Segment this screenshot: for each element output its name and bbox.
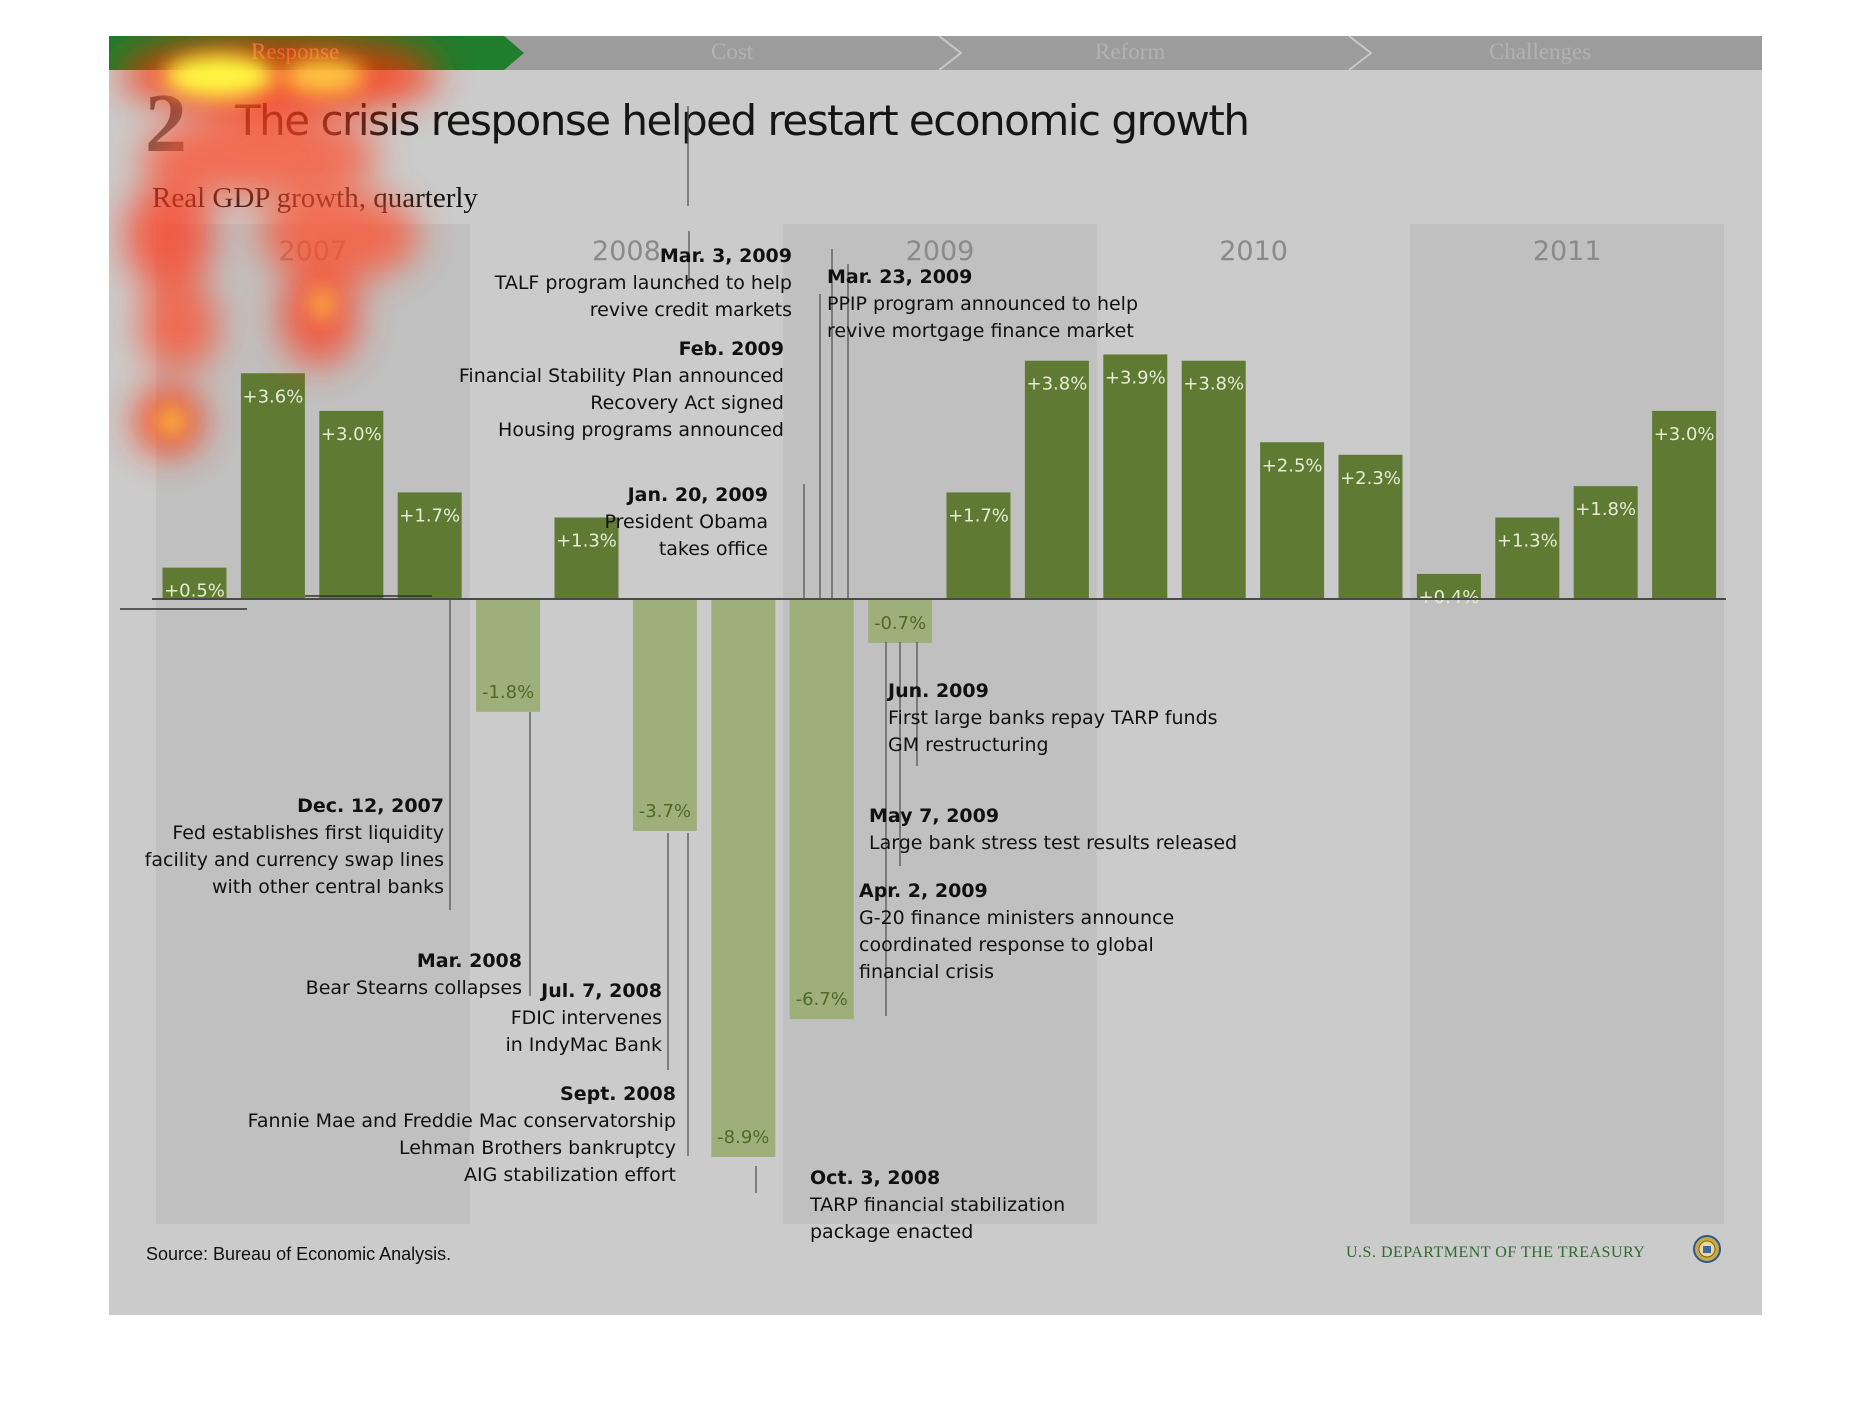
annotation-text: President Obama <box>605 511 768 533</box>
annotation-date: Sept. 2008 <box>560 1083 676 1105</box>
bar-value-label: -6.7% <box>796 989 848 1010</box>
bar <box>1652 410 1717 599</box>
annotation-date: Jul. 7, 2008 <box>539 980 662 1002</box>
bar <box>711 599 776 1158</box>
annotation-text: PPIP program announced to help <box>827 293 1138 315</box>
annotation-text: in IndyMac Bank <box>505 1034 662 1056</box>
bar <box>476 599 541 712</box>
annotation-text: Lehman Brothers bankruptcy <box>399 1137 676 1159</box>
bar <box>1338 454 1403 599</box>
slide-panel: Response Cost Reform Challenges 2 The cr… <box>109 36 1762 1315</box>
year-label: 2007 <box>278 236 347 267</box>
bar <box>1103 354 1168 599</box>
annotation-date: Mar. 23, 2009 <box>827 266 972 288</box>
annotation-text: GM restructuring <box>888 734 1049 756</box>
bar <box>1181 360 1246 599</box>
bar <box>632 599 697 831</box>
annotation-text: FDIC intervenes <box>511 1007 662 1029</box>
bar-value-label: +3.8% <box>1026 374 1087 395</box>
bar-value-label: +3.0% <box>1654 424 1715 445</box>
nav-divider <box>1348 36 1373 70</box>
nav-tab-reform[interactable]: Reform <box>1095 39 1166 64</box>
bar <box>240 373 305 599</box>
annotation-text: TALF program launched to help <box>494 272 792 294</box>
nav-divider <box>938 36 963 70</box>
annotation-text: TARP financial stabilization <box>809 1194 1065 1216</box>
bar <box>554 517 619 599</box>
annotation-text: takes office <box>659 538 768 560</box>
annotation-text: Financial Stability Plan announced <box>459 365 784 387</box>
bar-value-label: -8.9% <box>717 1127 769 1148</box>
annotation-date: Jan. 20, 2009 <box>626 484 768 506</box>
bar-value-label: -0.7% <box>874 613 926 634</box>
annotation-text: Fannie Mae and Freddie Mac conservatorsh… <box>248 1110 676 1132</box>
annotation-text: revive mortgage finance market <box>827 320 1134 342</box>
bar <box>868 599 933 643</box>
annotation-date: Feb. 2009 <box>679 338 784 360</box>
year-label: 2008 <box>592 236 661 267</box>
nav-tab-challenges[interactable]: Challenges <box>1489 39 1592 64</box>
bar <box>1495 517 1560 599</box>
bar <box>397 492 462 599</box>
bar <box>1573 486 1638 599</box>
bar-value-label: +0.5% <box>164 581 225 602</box>
bar-value-label: +1.7% <box>399 505 460 526</box>
annotation-text: Bear Stearns collapses <box>306 977 522 999</box>
bar <box>789 599 854 1020</box>
year-label: 2010 <box>1219 236 1288 267</box>
bar <box>946 492 1011 599</box>
annotation-text: coordinated response to global <box>859 934 1154 956</box>
annotation-text: AIG stabilization effort <box>464 1164 676 1186</box>
annotation-date: May 7, 2009 <box>869 805 999 827</box>
annotation-text: Recovery Act signed <box>590 392 784 414</box>
annotation-date: Jun. 2009 <box>886 680 989 702</box>
bar <box>162 567 227 599</box>
bar-value-label: -1.8% <box>482 682 534 703</box>
source-note: Source: Bureau of Economic Analysis. <box>146 1244 452 1264</box>
year-label: 2011 <box>1533 236 1602 267</box>
gdp-chart: 2007 2008 2009 2010 2011 +0.5% +3.6% +3.0% +1.7%… <box>120 106 1726 1243</box>
bar <box>1260 442 1325 599</box>
annotation-text: financial crisis <box>859 961 994 983</box>
bar-value-label: +3.6% <box>242 386 303 407</box>
annotation-text: with other central banks <box>212 876 444 898</box>
annotation-text: Large bank stress test results released <box>869 832 1237 854</box>
annotation-text: package enacted <box>810 1221 973 1243</box>
annotation-date: Oct. 3, 2008 <box>810 1167 940 1189</box>
annotation-text: Housing programs announced <box>498 419 784 441</box>
bar-value-label: +3.9% <box>1105 367 1166 388</box>
bar-value-label: +1.3% <box>556 530 617 551</box>
annotation-text: facility and currency swap lines <box>145 849 444 871</box>
annotation-date: Mar. 2008 <box>417 950 522 972</box>
year-band <box>156 224 470 1224</box>
annotation-date: Dec. 12, 2007 <box>297 795 444 817</box>
annotation-text: Fed establishes first liquidity <box>172 822 444 844</box>
bar-value-label: +2.3% <box>1340 468 1401 489</box>
annotation-text: G-20 finance ministers announce <box>859 907 1174 929</box>
bar-value-label: -3.7% <box>639 801 691 822</box>
nav-tab-cost[interactable]: Cost <box>711 39 754 64</box>
treasury-seal-icon <box>1693 1235 1721 1263</box>
bar-value-label: +0.4% <box>1418 587 1479 608</box>
bar <box>1024 360 1089 599</box>
bar-value-label: +1.3% <box>1497 530 1558 551</box>
bar-value-label: +2.5% <box>1262 455 1323 476</box>
bar-value-label: +1.8% <box>1575 499 1636 520</box>
year-label: 2009 <box>906 236 975 267</box>
annotation-text: revive credit markets <box>590 299 792 321</box>
annotation-date: Mar. 3, 2009 <box>660 245 792 267</box>
bar <box>1416 573 1481 599</box>
annotation-text: First large banks repay TARP funds <box>888 707 1218 729</box>
annotation-date: Apr. 2, 2009 <box>859 880 988 902</box>
agency-name: U.S. DEPARTMENT OF THE TREASURY <box>1346 1244 1646 1261</box>
bar <box>319 410 384 599</box>
year-band <box>1410 224 1724 1224</box>
bar-value-label: +3.0% <box>321 424 382 445</box>
bar-value-label: +3.8% <box>1183 374 1244 395</box>
bar-value-label: +1.7% <box>948 505 1009 526</box>
